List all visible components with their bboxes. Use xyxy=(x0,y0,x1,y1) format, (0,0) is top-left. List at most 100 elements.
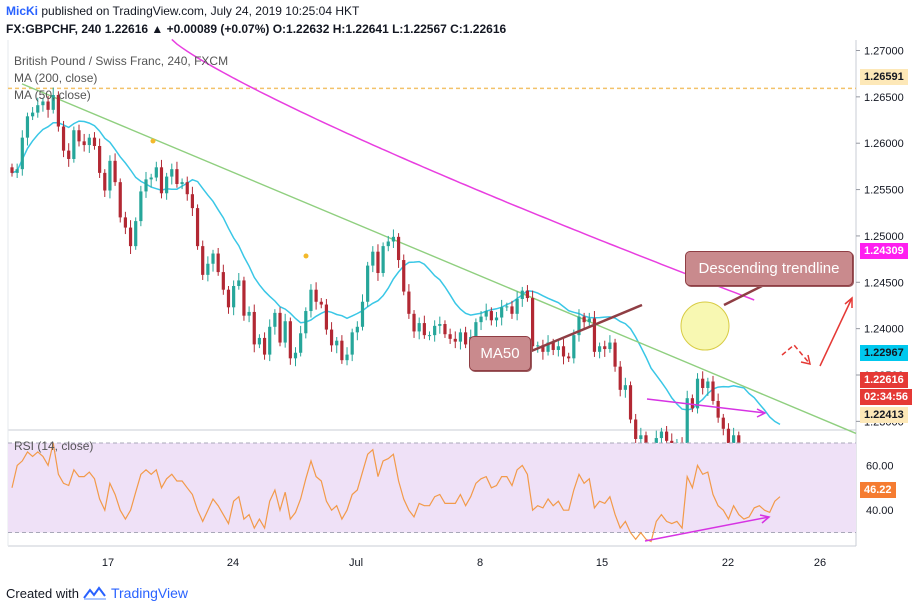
candle-body xyxy=(412,313,416,332)
candle-body xyxy=(618,366,622,390)
candle-body xyxy=(546,342,550,352)
ma50-legend: MA (50, close) xyxy=(14,88,91,102)
ma50-callout[interactable]: MA50 xyxy=(469,336,531,371)
rsi-divergence-arrowhead xyxy=(759,514,771,524)
candle-body xyxy=(628,385,633,420)
candle-body xyxy=(407,291,411,314)
candle-body xyxy=(170,169,174,177)
candle-body xyxy=(592,318,597,352)
candle-body xyxy=(51,94,55,110)
candle-body xyxy=(206,263,210,275)
candle-body xyxy=(391,236,396,242)
candle-body xyxy=(706,381,710,388)
rsi-band xyxy=(8,442,856,533)
candle-body xyxy=(597,346,602,352)
signal-marker xyxy=(303,253,309,259)
price-tick-label: 1.26500 xyxy=(864,92,904,104)
annotations xyxy=(528,281,853,542)
candle-body xyxy=(500,307,504,318)
candle-body xyxy=(345,354,349,361)
level-bottom-badge: 1.22413 xyxy=(860,407,908,423)
candle-body xyxy=(262,337,267,355)
candle-body xyxy=(77,130,81,142)
candle-body xyxy=(82,141,86,146)
time-tick-label: Jul xyxy=(349,557,363,569)
rsi-line xyxy=(11,442,781,543)
price-tick-label: 1.24000 xyxy=(864,324,904,336)
candle-body xyxy=(180,182,184,185)
candle-body xyxy=(489,311,493,321)
candle-body xyxy=(536,345,540,347)
candle-body xyxy=(108,160,112,191)
candle-body xyxy=(644,435,648,450)
symbol-legend: British Pound / Swiss Franc, 240, FXCM xyxy=(14,54,229,68)
candle-body xyxy=(623,385,627,390)
candle-body xyxy=(10,167,14,173)
tradingview-logo-icon xyxy=(83,586,106,600)
candle-body xyxy=(283,321,287,343)
price-badge: 1.22616 xyxy=(860,372,908,388)
candle-body xyxy=(732,435,736,447)
footer: Created with TradingView xyxy=(6,585,188,601)
candle-body xyxy=(422,323,426,336)
price-divergence-line xyxy=(646,398,766,414)
tradingview-brand[interactable]: TradingView xyxy=(110,585,189,601)
candle-body xyxy=(15,169,19,173)
breakout-arrow xyxy=(819,297,853,367)
candle-body xyxy=(159,167,164,194)
ma50-badge: 1.22967 xyxy=(860,345,908,361)
candle-body xyxy=(232,285,236,308)
candle-body xyxy=(247,311,251,316)
candle-body xyxy=(541,345,545,352)
candle-body xyxy=(103,172,107,191)
rsi-legend: RSI (14, close) xyxy=(14,439,94,453)
candle-body xyxy=(510,306,514,314)
ma50-callout-pointer xyxy=(528,303,643,354)
candle-body xyxy=(458,332,463,342)
candle-body xyxy=(505,306,509,308)
candle-body xyxy=(448,334,452,339)
rsi-pane xyxy=(8,442,856,543)
candle-body xyxy=(257,337,262,345)
candle-body xyxy=(659,431,664,439)
candle-body xyxy=(427,335,432,337)
candle-body xyxy=(237,280,241,286)
candle-body xyxy=(221,272,225,290)
published-text: published on TradingView.com, July 24, 2… xyxy=(41,4,360,18)
candle-body xyxy=(577,316,581,336)
candle-body xyxy=(25,116,30,138)
rsi-value-badge: 46.22 xyxy=(860,482,896,498)
candle-body xyxy=(433,325,437,336)
candle-body xyxy=(92,137,97,146)
candle-body xyxy=(113,160,117,183)
candle-body xyxy=(371,251,375,266)
candle-body xyxy=(438,324,442,326)
candle-body xyxy=(453,338,457,342)
candle-body xyxy=(443,324,447,335)
author-name[interactable]: MicKi xyxy=(6,4,39,18)
signal-marker xyxy=(150,138,156,144)
candle-body xyxy=(350,332,354,355)
candle-body xyxy=(252,311,256,345)
candle-body xyxy=(314,289,318,302)
candle-body xyxy=(299,333,303,353)
candle-body xyxy=(304,311,308,334)
time-tick-label: 22 xyxy=(722,557,734,569)
candle-body xyxy=(494,317,499,321)
candle-body xyxy=(665,431,669,441)
candle-body xyxy=(479,316,483,323)
level-top-badge: 1.26591 xyxy=(860,69,908,85)
candle-body xyxy=(46,101,50,110)
candle-body xyxy=(324,304,329,330)
candle-body xyxy=(288,321,292,359)
candle-body xyxy=(716,400,720,418)
candle-body xyxy=(139,191,143,222)
candle-body xyxy=(329,329,334,346)
candle-body xyxy=(396,236,401,261)
candle-body xyxy=(402,260,406,292)
candle-body xyxy=(309,289,313,312)
candle-body xyxy=(603,346,607,350)
trendline-callout[interactable]: Descending trendline xyxy=(685,251,853,286)
candle-body xyxy=(211,253,215,264)
